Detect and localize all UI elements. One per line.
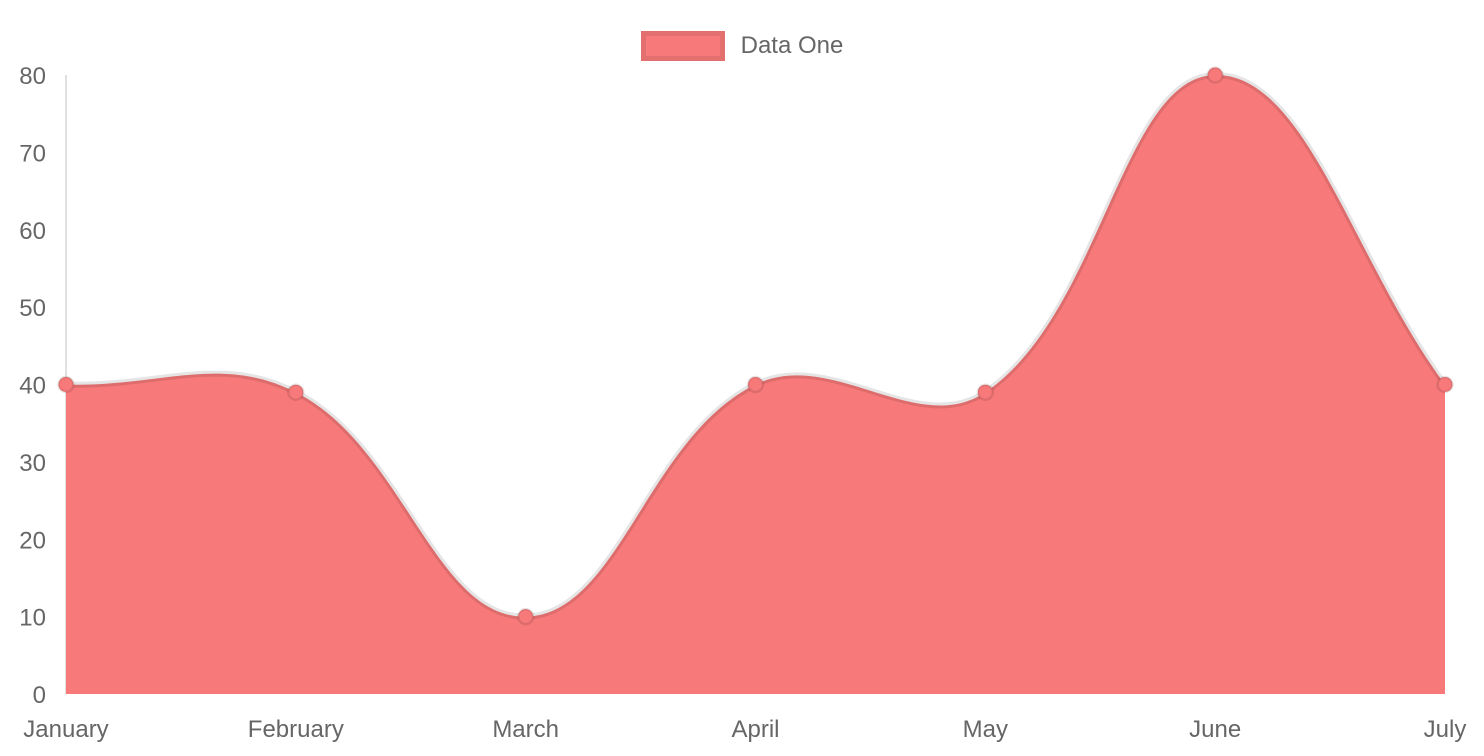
data-point[interactable] [1436,375,1454,394]
data-point[interactable] [516,607,535,626]
x-tick-label: May [963,716,1008,743]
x-tick-label: January [23,716,108,743]
y-tick-label: 80 [19,63,46,90]
y-tick-label: 60 [19,218,46,245]
data-point[interactable] [746,375,765,394]
x-tick-label: February [248,716,344,743]
data-point[interactable] [287,383,305,401]
y-tick-label: 70 [19,140,46,167]
y-tick-label: 30 [19,450,46,477]
x-tick-label: April [731,716,779,743]
y-tick-label: 40 [19,373,46,400]
legend-swatch [640,31,725,61]
x-tick-label: March [492,716,559,743]
x-tick-label: July [1424,716,1467,743]
y-tick-label: 50 [19,295,46,322]
y-tick-label: 0 [33,682,46,709]
y-tick-label: 20 [19,527,46,554]
data-point[interactable] [976,383,995,401]
area-fill [66,74,1445,695]
data-point[interactable] [1206,66,1224,84]
legend-label: Data One [740,32,844,59]
x-tick-label: June [1189,716,1241,743]
data-point[interactable] [57,375,75,394]
y-tick-label: 10 [19,605,46,632]
legend[interactable]: Data One [0,31,1484,61]
